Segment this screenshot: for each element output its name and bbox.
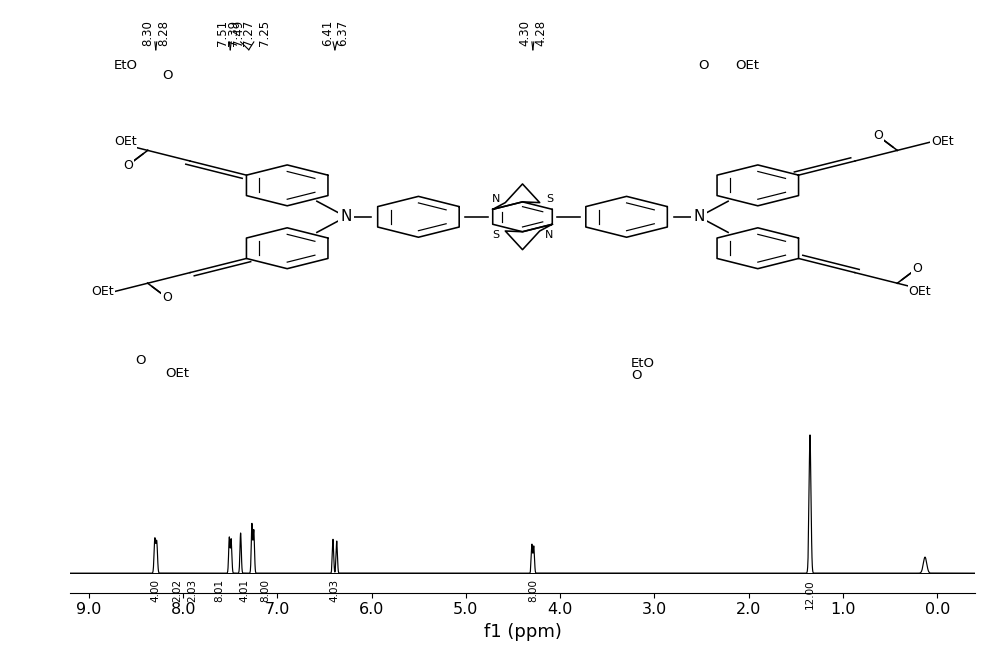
Text: 8.30
8.28: 8.30 8.28 — [142, 20, 170, 46]
Text: N: N — [545, 230, 554, 240]
Text: 2.03: 2.03 — [188, 579, 198, 602]
X-axis label: f1 (ppm): f1 (ppm) — [484, 623, 561, 641]
Text: O: O — [162, 69, 173, 82]
Text: 8.01: 8.01 — [214, 579, 224, 602]
Text: 12.00: 12.00 — [805, 579, 815, 608]
Text: 8.00: 8.00 — [260, 579, 270, 602]
Text: OEt: OEt — [91, 285, 114, 298]
Text: N: N — [491, 194, 500, 204]
Text: OEt: OEt — [114, 136, 136, 149]
Text: S: S — [546, 194, 553, 204]
Text: EtO: EtO — [114, 59, 138, 72]
Text: O: O — [123, 159, 133, 172]
Text: 4.01: 4.01 — [239, 579, 249, 602]
Text: O: O — [698, 59, 709, 72]
Text: 8.00: 8.00 — [528, 579, 538, 602]
Text: N: N — [340, 210, 352, 224]
Text: OEt: OEt — [165, 367, 189, 380]
Text: O: O — [135, 354, 146, 367]
Text: OEt: OEt — [735, 59, 759, 72]
Text: O: O — [162, 291, 172, 305]
Text: O: O — [631, 369, 642, 383]
Text: 6.41
6.37: 6.41 6.37 — [321, 20, 349, 46]
Text: EtO: EtO — [631, 356, 655, 369]
Text: 4.30
4.28: 4.30 4.28 — [519, 20, 547, 46]
Text: N: N — [693, 210, 705, 224]
Text: 7.39
7.27
7.25: 7.39 7.27 7.25 — [227, 20, 271, 46]
Text: 7.51
7.49: 7.51 7.49 — [216, 20, 245, 46]
Text: OEt: OEt — [909, 285, 931, 298]
Text: O: O — [912, 262, 922, 275]
Text: O: O — [873, 129, 883, 142]
Text: 2.02: 2.02 — [172, 579, 182, 602]
Text: 4.03: 4.03 — [329, 579, 339, 602]
Text: S: S — [492, 230, 499, 240]
Text: OEt: OEt — [931, 136, 954, 149]
Text: 4.00: 4.00 — [150, 579, 160, 602]
